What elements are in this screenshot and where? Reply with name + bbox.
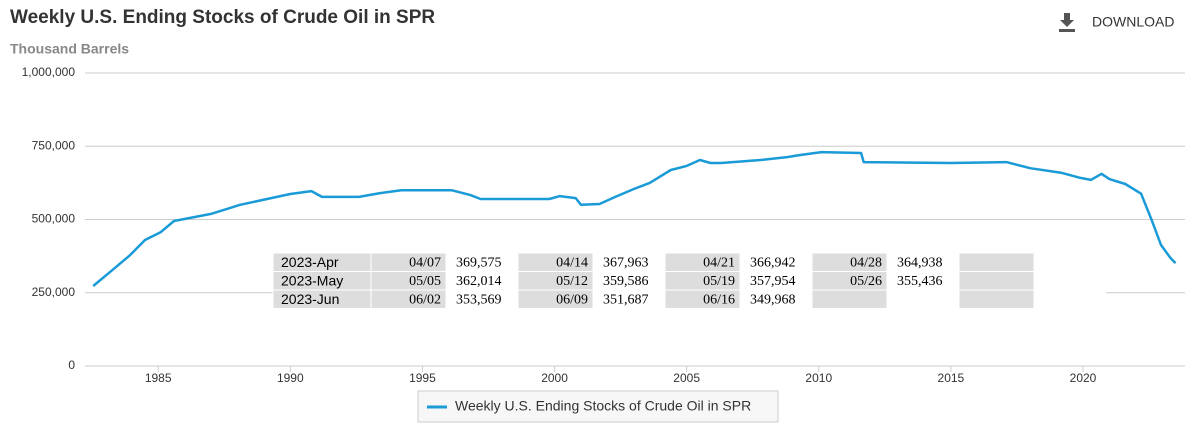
row-label: 2023-May xyxy=(281,272,343,288)
date: 05/12 xyxy=(556,274,588,289)
legend-label: Weekly U.S. Ending Stocks of Crude Oil i… xyxy=(455,398,751,414)
date-cell xyxy=(958,252,1035,272)
x-tick-label: 2015 xyxy=(938,371,965,385)
value-cell xyxy=(740,290,812,309)
chart-title: Weekly U.S. Ending Stocks of Crude Oil i… xyxy=(10,7,435,28)
series-line xyxy=(92,150,1177,287)
value-cell xyxy=(446,290,518,309)
download-icon xyxy=(1059,13,1075,32)
value: 367,963 xyxy=(603,255,649,270)
x-tick-label: 2010 xyxy=(805,371,832,385)
x-tick-label: 1995 xyxy=(409,371,436,385)
x-tick-label: 2005 xyxy=(673,371,700,385)
value: 364,938 xyxy=(897,255,943,270)
value-cell xyxy=(593,290,665,309)
value-cell xyxy=(446,271,518,290)
value-cell xyxy=(1034,253,1106,272)
value: 359,586 xyxy=(603,274,649,289)
legend: Weekly U.S. Ending Stocks of Crude Oil i… xyxy=(417,390,779,423)
value-cell xyxy=(740,271,812,290)
date-cell xyxy=(958,289,1035,309)
row-label: 2023-Jun xyxy=(281,291,339,307)
date: 04/07 xyxy=(409,255,441,270)
value: 353,569 xyxy=(456,292,502,307)
y-tick-label: 1,000,000 xyxy=(22,65,76,79)
date-cell xyxy=(811,289,888,309)
y-tick-label: 500,000 xyxy=(32,212,76,226)
date: 06/09 xyxy=(556,292,588,307)
y-tick-label: 750,000 xyxy=(32,138,76,152)
value-cell xyxy=(593,253,665,272)
date: 05/05 xyxy=(409,274,441,289)
date: 05/19 xyxy=(703,274,735,289)
date: 04/28 xyxy=(850,255,882,270)
value-cell xyxy=(446,253,518,272)
value: 369,575 xyxy=(456,255,502,270)
value-cell xyxy=(1034,290,1106,309)
value-cell xyxy=(887,290,959,309)
value: 351,687 xyxy=(603,292,649,307)
value: 362,014 xyxy=(456,274,502,289)
value: 355,436 xyxy=(897,274,943,289)
y-axis-label: Thousand Barrels xyxy=(10,41,129,57)
download-button[interactable]: DOWNLOAD xyxy=(1059,13,1174,32)
x-tick-label: 1985 xyxy=(145,371,172,385)
value-cell xyxy=(887,253,959,272)
value: 366,942 xyxy=(750,255,796,270)
value: 357,954 xyxy=(750,274,796,289)
value-cell xyxy=(740,253,812,272)
date: 04/21 xyxy=(703,255,735,270)
download-label[interactable]: DOWNLOAD xyxy=(1092,14,1174,30)
value-cell xyxy=(887,271,959,290)
value-cell xyxy=(1034,271,1106,290)
data-table: 2023-Apr 04/07 369,575 04/14 367,963 04/21 366… xyxy=(272,252,1106,309)
date: 06/02 xyxy=(409,292,441,307)
legend-box xyxy=(417,390,779,423)
x-tick-label: 1990 xyxy=(277,371,304,385)
date: 06/16 xyxy=(703,292,735,307)
value: 349,968 xyxy=(750,292,796,307)
x-tick-label: 2000 xyxy=(541,371,568,385)
y-tick-label: 250,000 xyxy=(32,285,76,299)
date: 05/26 xyxy=(850,274,882,289)
x-tick-label: 2020 xyxy=(1070,371,1097,385)
date: 04/14 xyxy=(556,255,588,270)
row-label: 2023-Apr xyxy=(281,254,339,270)
date-cell xyxy=(958,271,1035,291)
y-tick-label: 0 xyxy=(68,358,75,372)
value-cell xyxy=(593,271,665,290)
